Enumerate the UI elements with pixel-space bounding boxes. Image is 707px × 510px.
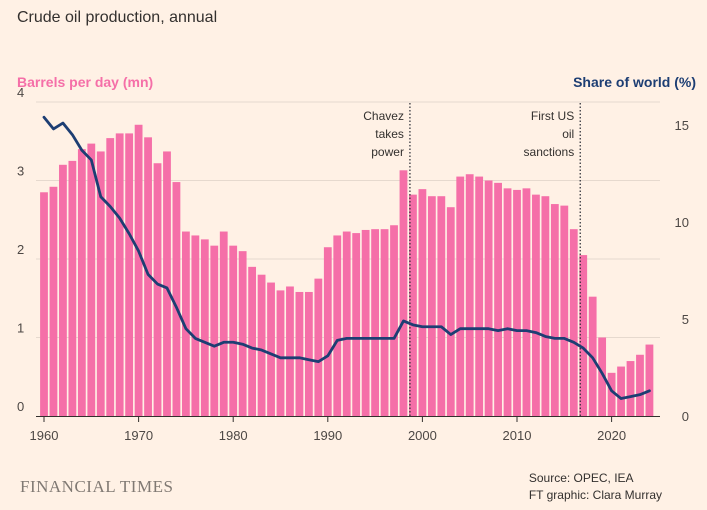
bar-1975 bbox=[182, 231, 190, 416]
bar-2021 bbox=[617, 366, 625, 416]
ft-brand-logo: FINANCIAL TIMES bbox=[20, 477, 174, 496]
bar-1983 bbox=[257, 274, 266, 416]
chart-title: Crude oil production, annual bbox=[17, 9, 218, 26]
source-note: Source: OPEC, IEA FT graphic: Clara Murr… bbox=[529, 470, 662, 504]
line-series bbox=[42, 115, 651, 400]
bar-1963 bbox=[68, 160, 77, 417]
bar-1979 bbox=[219, 231, 228, 416]
bar-2006 bbox=[475, 176, 484, 416]
x-tick-label: 1980 bbox=[219, 428, 248, 443]
bar-2022 bbox=[626, 361, 635, 416]
bar-2010 bbox=[513, 189, 521, 416]
y-right-tick-label: 0 bbox=[682, 409, 689, 424]
y-right-tick-label: 15 bbox=[675, 118, 689, 133]
bar-2014 bbox=[550, 204, 559, 416]
x-tick-label: 1990 bbox=[313, 428, 342, 443]
bar-1967 bbox=[106, 138, 115, 417]
bar-1981 bbox=[238, 251, 247, 416]
annotation-text: oil bbox=[562, 127, 574, 141]
bar-1980 bbox=[229, 245, 238, 416]
bar-2019 bbox=[598, 337, 607, 416]
y-right-tick-label: 5 bbox=[682, 312, 689, 327]
bar-1982 bbox=[248, 266, 257, 416]
bar-1994 bbox=[361, 229, 370, 416]
annotation-text: sanctions bbox=[524, 145, 575, 159]
share-of-world-line bbox=[42, 115, 651, 400]
bar-1996 bbox=[380, 229, 389, 416]
bar-2012 bbox=[532, 194, 540, 416]
bar-1962 bbox=[59, 164, 67, 416]
bar-1988 bbox=[304, 291, 313, 416]
bar-1973 bbox=[163, 151, 171, 416]
bar-2003 bbox=[446, 207, 455, 416]
bar-2020 bbox=[607, 372, 616, 416]
bar-1995 bbox=[371, 229, 379, 416]
bar-2013 bbox=[541, 196, 550, 416]
bar-2005 bbox=[465, 174, 474, 416]
bar-1970 bbox=[134, 124, 143, 416]
bar-1986 bbox=[286, 286, 294, 416]
bar-1969 bbox=[125, 133, 134, 416]
bar-2000 bbox=[418, 189, 427, 416]
y-right-tick-label: 10 bbox=[675, 215, 689, 230]
bar-2008 bbox=[494, 182, 502, 416]
bar-1985 bbox=[276, 290, 285, 416]
credit-text: FT graphic: Clara Murray bbox=[528, 488, 662, 502]
bar-2007 bbox=[484, 180, 493, 416]
bar-1971 bbox=[144, 137, 152, 416]
bar-2011 bbox=[522, 188, 531, 416]
bar-1978 bbox=[210, 245, 219, 416]
bar-1965 bbox=[87, 143, 96, 416]
bar-1991 bbox=[333, 235, 342, 416]
bar-2001 bbox=[427, 196, 436, 416]
bar-1984 bbox=[267, 282, 275, 416]
x-tick-label: 1960 bbox=[30, 428, 59, 443]
bar-1993 bbox=[352, 233, 361, 416]
bar-1961 bbox=[49, 186, 58, 416]
annotations: Chavez takes power First US oil sanctions bbox=[363, 103, 581, 416]
annotation-text: power bbox=[371, 145, 404, 159]
bar-1964 bbox=[77, 149, 86, 416]
bar-2015 bbox=[560, 205, 569, 416]
y-left-tick-label: 1 bbox=[17, 321, 24, 336]
x-tick-label: 1970 bbox=[124, 428, 153, 443]
bar-2017 bbox=[579, 255, 588, 416]
x-tick-label: 2020 bbox=[597, 428, 626, 443]
bar-1976 bbox=[191, 235, 200, 416]
bar-series bbox=[40, 124, 654, 417]
bar-2004 bbox=[456, 176, 465, 416]
bar-1972 bbox=[153, 163, 162, 416]
x-tick-label: 2010 bbox=[503, 428, 532, 443]
bar-2023 bbox=[636, 354, 644, 416]
bar-1990 bbox=[323, 247, 332, 416]
y-left-tick-label: 0 bbox=[17, 399, 24, 414]
axes: 1960 1970 1980 1990 2000 2010 2020 0 1 2 3 4 0 5 10 15 bbox=[17, 85, 689, 443]
annotation-text: takes bbox=[375, 127, 404, 141]
bar-1999 bbox=[409, 194, 417, 416]
bar-1998 bbox=[399, 170, 408, 416]
y-left-tick-label: 3 bbox=[17, 164, 24, 179]
bar-1977 bbox=[200, 239, 209, 417]
annotation-text: Chavez bbox=[363, 109, 404, 123]
y-left-tick-label: 4 bbox=[17, 85, 24, 100]
bar-2009 bbox=[503, 188, 512, 416]
left-axis-label: Barrels per day (mn) bbox=[17, 74, 154, 90]
bar-1974 bbox=[172, 182, 181, 416]
bar-1989 bbox=[314, 278, 323, 417]
bar-1992 bbox=[342, 231, 351, 416]
bar-2016 bbox=[569, 229, 578, 416]
y-left-tick-label: 2 bbox=[17, 242, 24, 257]
x-tick-label: 2000 bbox=[408, 428, 437, 443]
bar-1966 bbox=[96, 151, 105, 416]
bar-2002 bbox=[437, 196, 446, 416]
annotation-text: First US bbox=[531, 109, 574, 123]
bar-2024 bbox=[645, 344, 654, 416]
right-axis-label: Share of world (%) bbox=[573, 74, 696, 90]
bar-1987 bbox=[295, 291, 304, 416]
bar-1997 bbox=[390, 225, 398, 416]
bar-1960 bbox=[40, 192, 48, 416]
source-text: Source: OPEC, IEA bbox=[528, 471, 634, 485]
bar-1968 bbox=[115, 133, 124, 416]
